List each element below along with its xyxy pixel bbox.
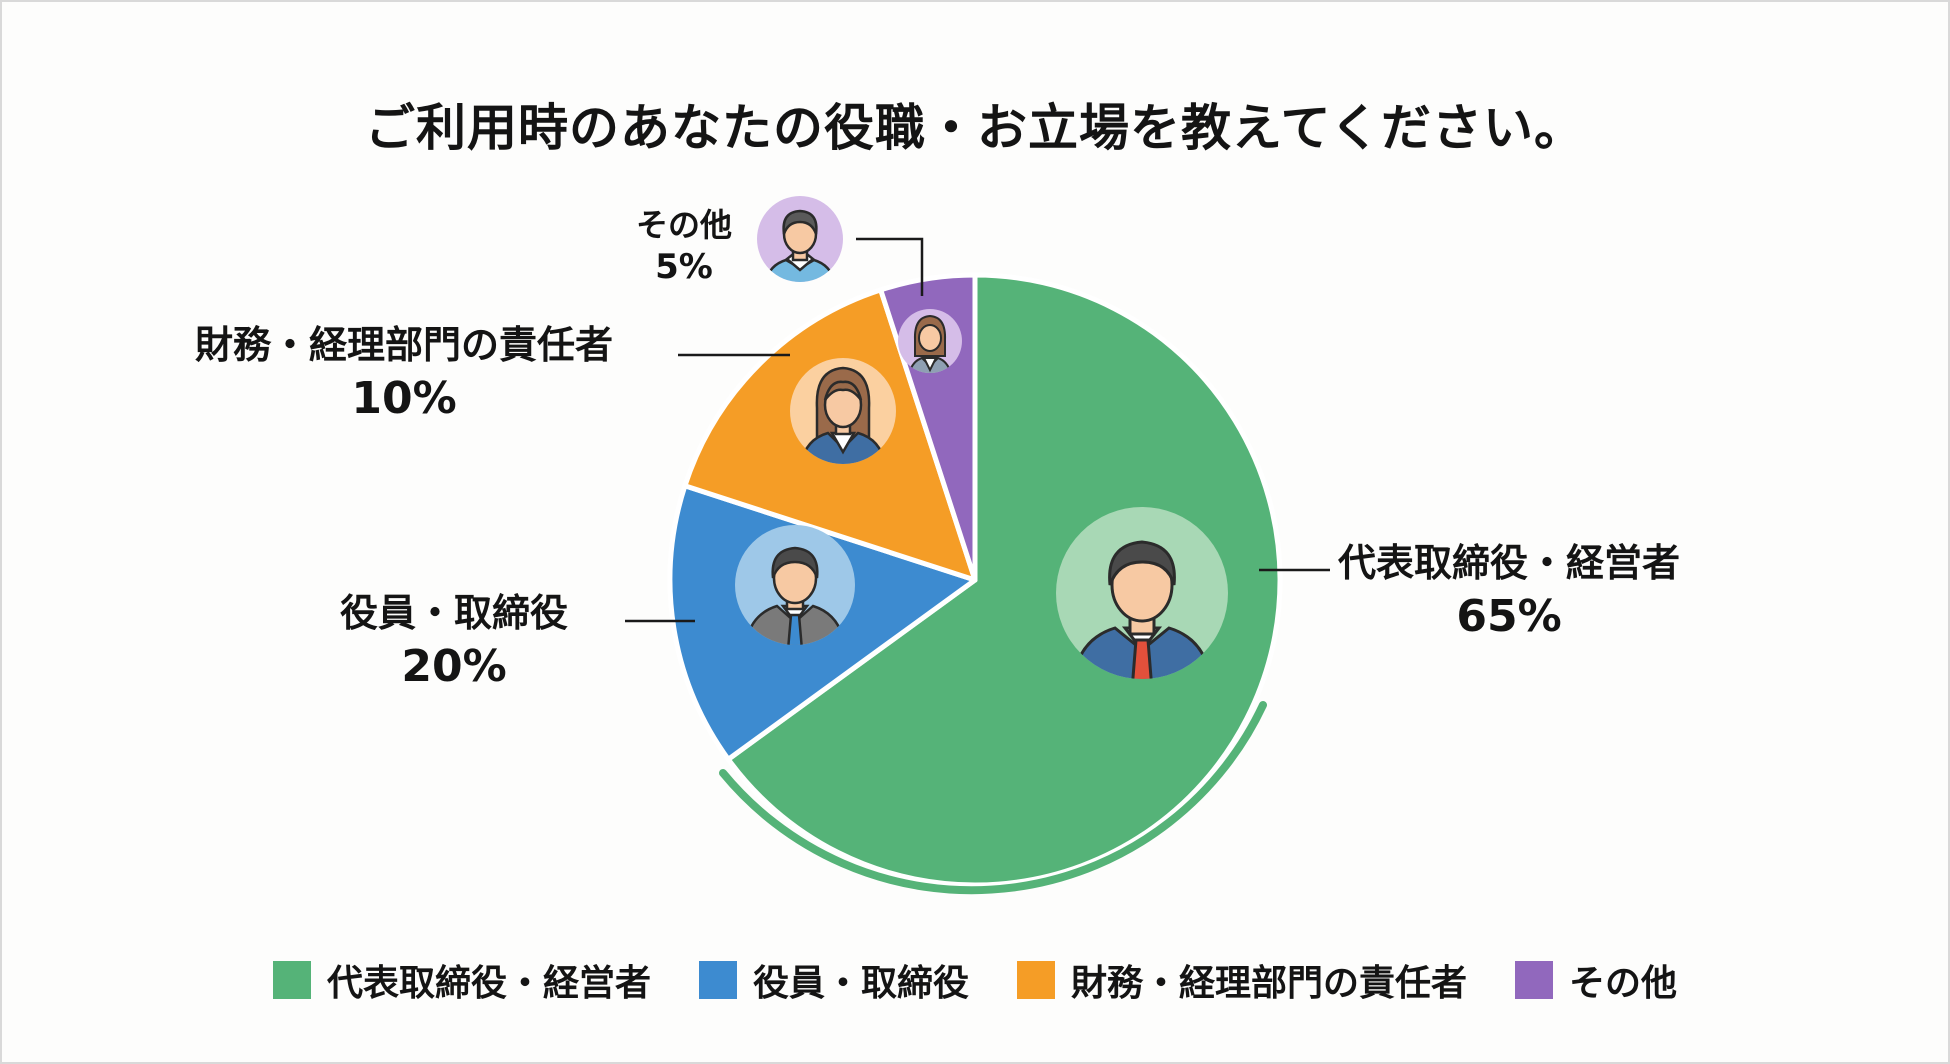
- legend-item-executive[interactable]: 代表取締役・経営者: [272, 954, 651, 1006]
- leader-lines: [625, 237, 1330, 623]
- chart-legend: 代表取締役・経営者 役員・取締役 財務・経理部門の責任者 その他: [0, 954, 1950, 1006]
- slice-executive[interactable]: [725, 272, 1283, 888]
- legend-label: 役員・取締役: [752, 963, 969, 1004]
- label-finance-name: 財務・経理部門の責任者: [195, 323, 614, 367]
- label-officer-pct: 20%: [401, 640, 507, 692]
- label-finance-pct: 10%: [351, 372, 457, 424]
- legend-swatch-orange: [1017, 961, 1055, 999]
- label-officer: 役員・取締役 20%: [340, 590, 568, 695]
- legend-item-officer[interactable]: 役員・取締役: [698, 954, 969, 1006]
- label-executive: 代表取締役・経営者 65%: [1338, 540, 1680, 645]
- legend-swatch-purple: [1515, 961, 1554, 999]
- legend-swatch-green: [272, 961, 311, 999]
- person-casual-icon: [757, 196, 843, 282]
- legend-swatch-blue: [698, 961, 737, 999]
- legend-label: 代表取締役・経営者: [326, 963, 651, 1004]
- label-executive-pct: 65%: [1456, 590, 1562, 642]
- chart-title: ご利用時のあなたの役職・お立場を教えてください。: [365, 99, 1585, 157]
- label-other: その他 5%: [636, 205, 732, 289]
- label-finance: 財務・経理部門の責任者 10%: [195, 322, 613, 427]
- legend-item-other[interactable]: その他: [1515, 954, 1677, 1006]
- person-suit-blue-tie-icon: [735, 525, 855, 645]
- highlight-arc: [719, 701, 1267, 895]
- label-officer-name: 役員・取締役: [340, 591, 569, 635]
- label-other-pct: 5%: [655, 247, 713, 287]
- label-other-name: その他: [636, 206, 733, 244]
- legend-label: 財務・経理部門の責任者: [1071, 963, 1468, 1004]
- label-executive-name: 代表取締役・経営者: [1338, 541, 1681, 585]
- legend-item-finance[interactable]: 財務・経理部門の責任者: [1017, 954, 1467, 1006]
- legend-label: その他: [1569, 963, 1678, 1004]
